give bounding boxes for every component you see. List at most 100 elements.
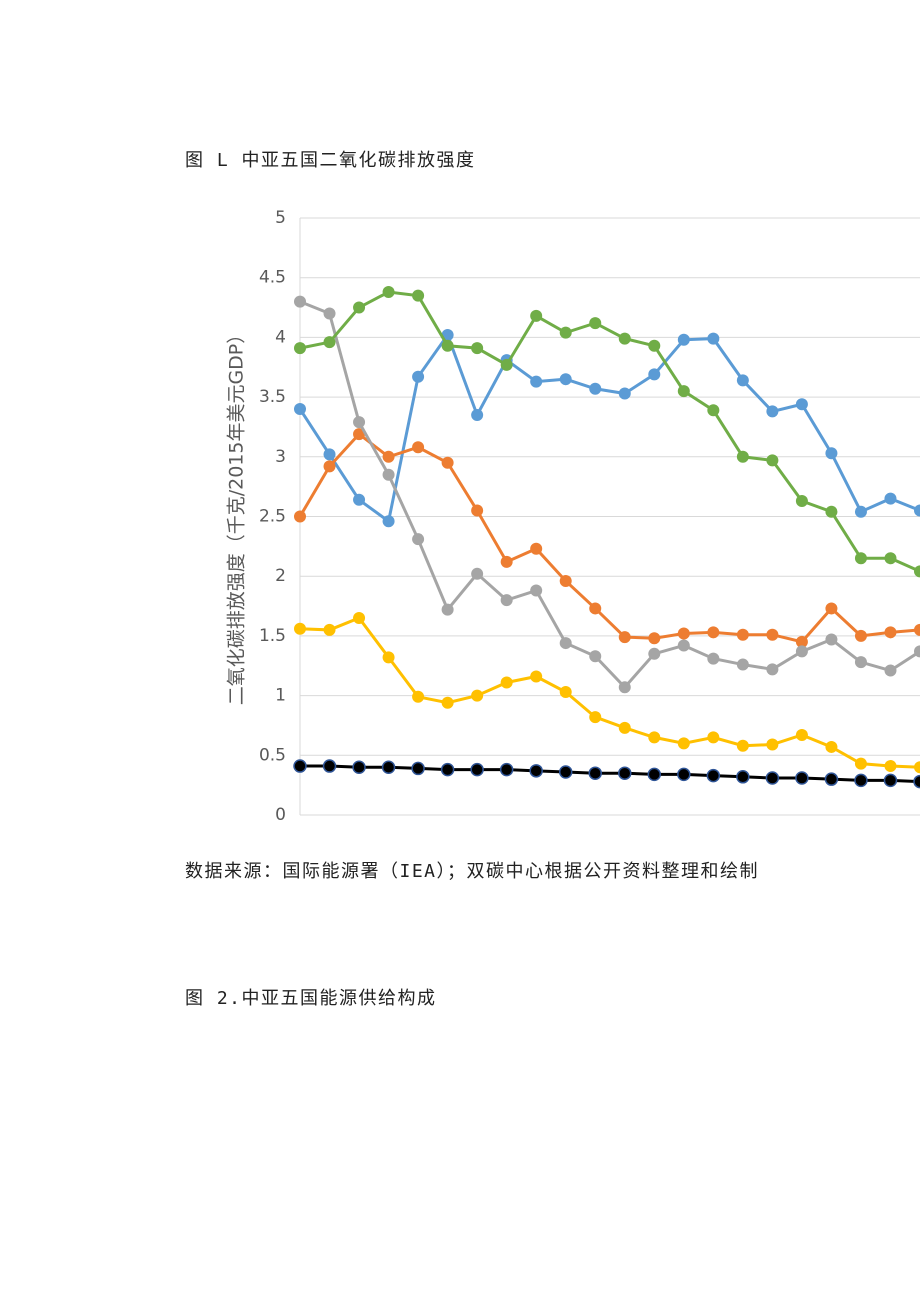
data-point bbox=[914, 645, 920, 658]
data-point bbox=[589, 317, 602, 330]
data-point bbox=[589, 711, 602, 724]
source-note: 数据来源：国际能源署（IEA）；双碳中心根据公开资料整理和绘制 bbox=[185, 861, 760, 882]
data-point bbox=[588, 766, 602, 780]
data-point bbox=[294, 342, 306, 355]
data-point bbox=[499, 762, 514, 777]
data-point bbox=[795, 729, 808, 742]
data-point bbox=[825, 505, 838, 518]
data-point bbox=[677, 639, 690, 652]
data-point bbox=[914, 761, 920, 774]
data-point bbox=[766, 405, 779, 418]
data-point bbox=[707, 626, 720, 639]
series-line bbox=[299, 290, 920, 573]
data-point bbox=[824, 772, 839, 786]
data-point bbox=[854, 757, 867, 770]
data-point bbox=[530, 542, 543, 555]
data-point bbox=[914, 504, 920, 517]
data-point bbox=[795, 635, 808, 648]
y-tick-label: 2 bbox=[275, 566, 286, 586]
data-point bbox=[559, 373, 572, 386]
data-point bbox=[471, 342, 484, 355]
data-point bbox=[353, 611, 366, 624]
series-line bbox=[299, 300, 920, 690]
data-point bbox=[382, 468, 395, 481]
data-point bbox=[884, 492, 897, 505]
y-tick-label: 1.5 bbox=[259, 626, 286, 646]
data-point bbox=[884, 664, 897, 677]
data-point bbox=[589, 602, 602, 615]
data-point bbox=[736, 374, 749, 387]
data-point bbox=[707, 652, 720, 665]
data-point bbox=[854, 552, 867, 565]
data-point bbox=[530, 375, 543, 388]
data-point bbox=[884, 626, 897, 639]
data-point bbox=[441, 603, 454, 616]
data-point bbox=[530, 309, 543, 322]
data-point bbox=[471, 409, 484, 422]
data-point bbox=[558, 765, 573, 779]
y-tick-label: 5 bbox=[275, 208, 286, 228]
data-point bbox=[706, 768, 721, 783]
data-point bbox=[825, 633, 838, 646]
data-point bbox=[323, 307, 336, 320]
data-point bbox=[736, 770, 750, 784]
data-point bbox=[353, 416, 366, 429]
data-point bbox=[648, 339, 661, 352]
data-point bbox=[471, 504, 484, 517]
data-point bbox=[618, 681, 631, 694]
data-point bbox=[884, 760, 897, 773]
data-point bbox=[618, 332, 631, 345]
data-point bbox=[500, 594, 513, 607]
data-point bbox=[736, 450, 749, 463]
data-point bbox=[382, 286, 395, 299]
data-point bbox=[647, 767, 662, 782]
data-point bbox=[589, 382, 602, 395]
chart: 二氧化碳排放强度（千克/2015年美元GDP） 0 0.5 1 1.5 2 2.5 3 3.5… bbox=[226, 208, 920, 825]
data-point bbox=[707, 332, 720, 345]
data-point bbox=[559, 637, 572, 650]
data-point bbox=[736, 628, 749, 641]
y-tick-label: 3 bbox=[275, 447, 286, 467]
data-point bbox=[913, 774, 920, 789]
data-point bbox=[294, 510, 306, 523]
data-point bbox=[412, 441, 425, 454]
data-point bbox=[441, 696, 454, 709]
series-line bbox=[298, 331, 920, 524]
data-point bbox=[530, 584, 543, 597]
data-point bbox=[618, 766, 632, 780]
data-point bbox=[677, 333, 690, 346]
data-point bbox=[352, 760, 366, 774]
y-axis-label: 二氧化碳排放强度（千克/2015年美元GDP） bbox=[226, 325, 248, 706]
y-tick-label: 1 bbox=[275, 686, 286, 706]
data-point bbox=[618, 721, 631, 734]
y-tick-label: 4.5 bbox=[259, 268, 286, 288]
data-point bbox=[854, 656, 867, 669]
series-line bbox=[299, 616, 920, 769]
data-point bbox=[382, 515, 395, 528]
data-point bbox=[412, 533, 425, 546]
data-point bbox=[411, 761, 425, 776]
data-point bbox=[353, 301, 366, 314]
data-point bbox=[736, 739, 749, 752]
figure-title: 图 L 中亚五国二氧化碳排放强度 bbox=[185, 150, 476, 171]
data-point bbox=[677, 767, 691, 782]
data-point bbox=[412, 370, 425, 383]
data-point bbox=[648, 731, 661, 744]
data-point bbox=[294, 622, 306, 635]
data-point bbox=[765, 771, 780, 785]
data-point bbox=[294, 295, 306, 308]
data-point bbox=[736, 658, 749, 671]
data-point bbox=[677, 737, 690, 750]
data-point bbox=[441, 456, 454, 469]
data-point bbox=[559, 686, 572, 699]
data-point bbox=[854, 629, 867, 642]
y-tick-label: 0.5 bbox=[259, 745, 286, 765]
data-point bbox=[529, 764, 543, 778]
data-point bbox=[707, 731, 720, 744]
data-point bbox=[618, 387, 631, 400]
data-point bbox=[323, 336, 336, 349]
data-point bbox=[648, 368, 661, 381]
data-point bbox=[677, 385, 690, 398]
data-point bbox=[795, 398, 808, 411]
